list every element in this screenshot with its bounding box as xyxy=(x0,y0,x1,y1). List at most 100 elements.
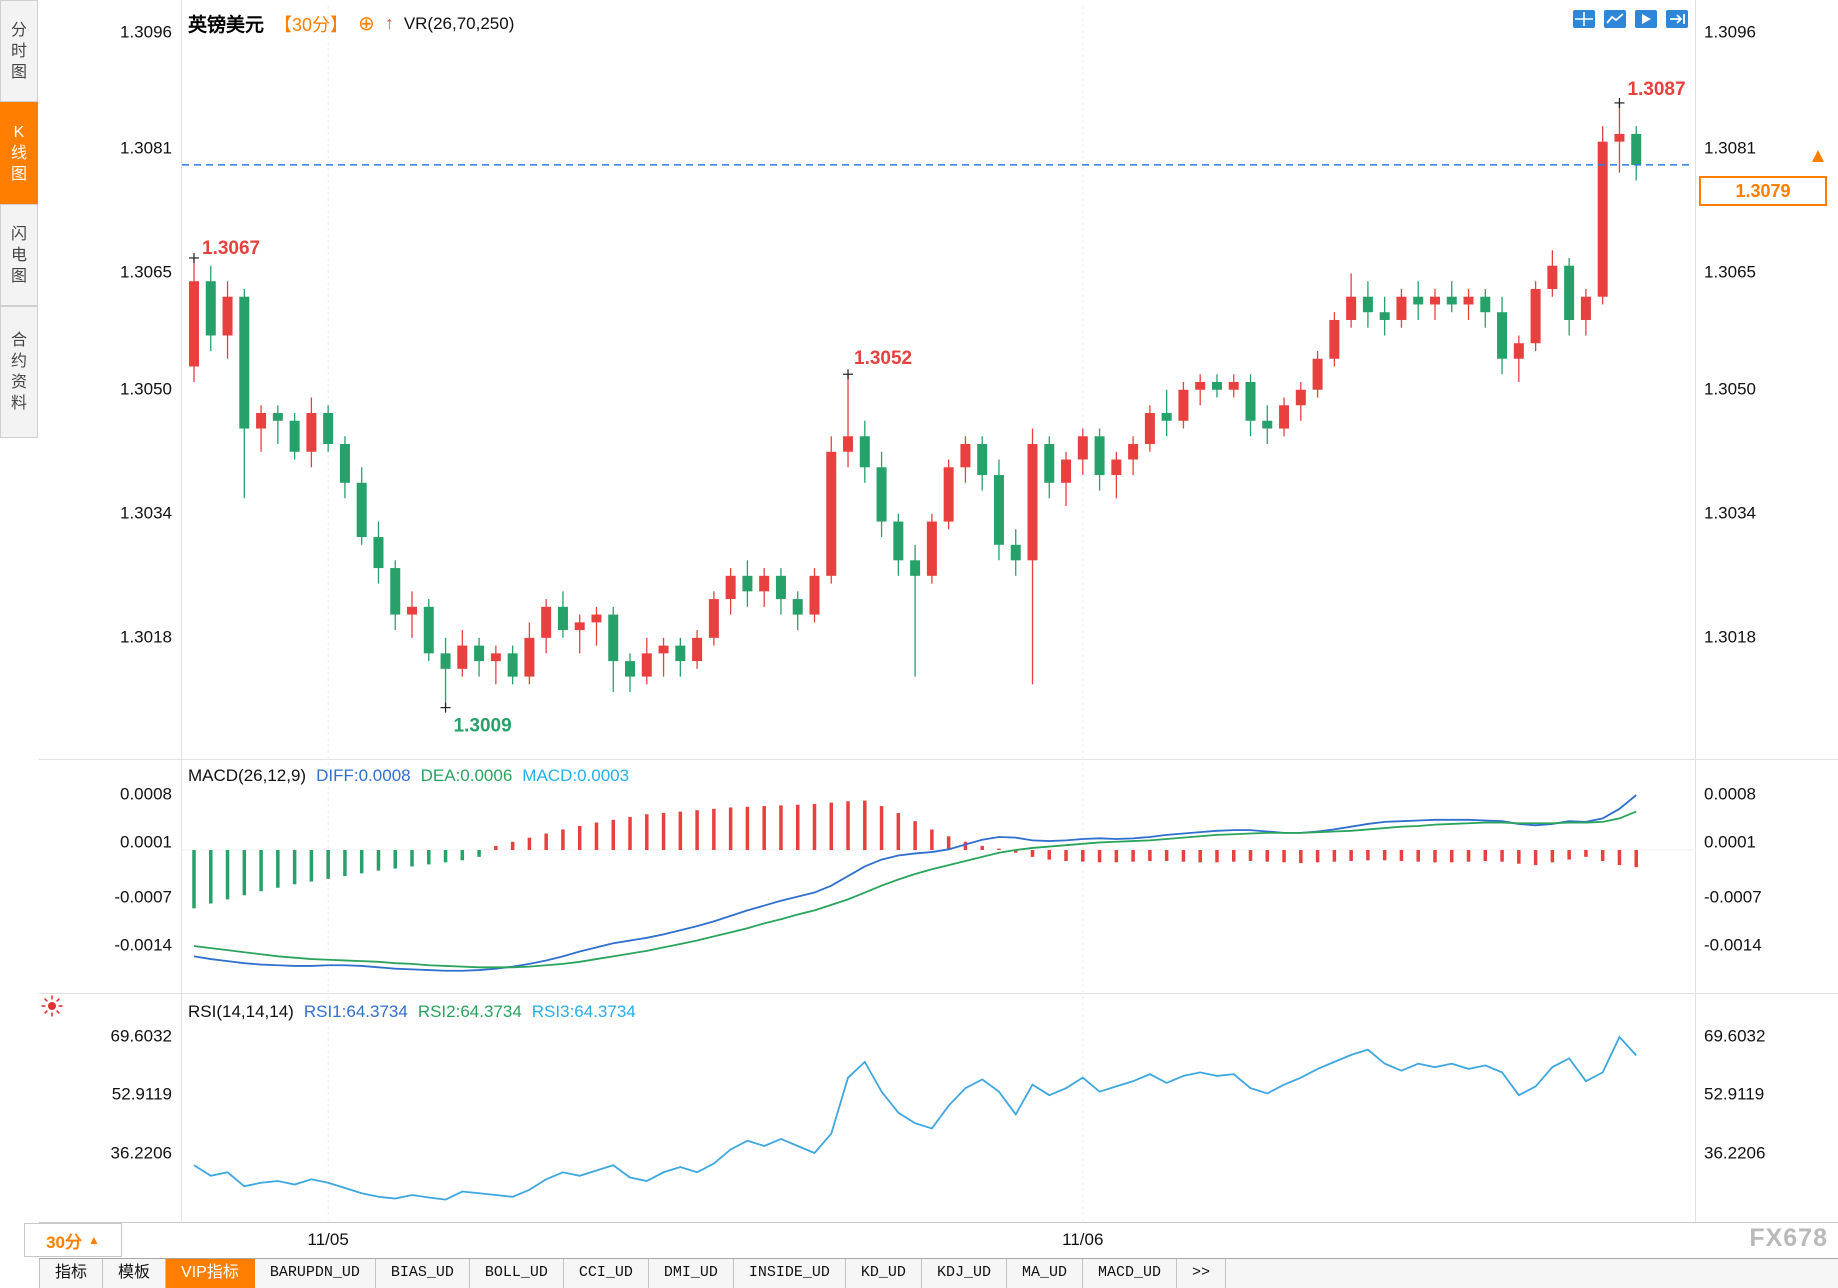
jump-latest-icon[interactable] xyxy=(1664,7,1690,31)
bottom-tab-1[interactable]: 指标 xyxy=(39,1259,104,1288)
candle xyxy=(1061,459,1072,483)
rsi-tick-label: 36.2206 xyxy=(1704,1143,1766,1163)
candle xyxy=(742,575,753,592)
fx678-watermark: FX678 xyxy=(1749,1224,1828,1252)
bottom-tab-4[interactable]: BARUPDN_UD xyxy=(255,1259,376,1288)
macd-bar xyxy=(1466,850,1471,862)
macd-bar xyxy=(1584,850,1588,857)
price-tick-label: 1.3018 xyxy=(120,627,172,647)
period-tag[interactable]: 【30分】 xyxy=(274,14,349,35)
macd-title[interactable]: MACD(26,12,9) xyxy=(188,766,307,785)
macd-bar xyxy=(393,850,397,869)
macd-bar xyxy=(1248,850,1253,861)
rsi-title[interactable]: RSI(14,14,14) xyxy=(188,1002,294,1021)
bottom-tab-8[interactable]: DMI_UD xyxy=(649,1259,734,1288)
macd-bar xyxy=(561,829,565,850)
macd-bar xyxy=(1231,850,1236,862)
candle xyxy=(423,606,434,654)
price-annotation: 1.3009 xyxy=(454,716,512,737)
candlestick-chart[interactable]: 1.3067 1.3009 1.3052 1.3087 xyxy=(182,6,1694,758)
candle xyxy=(1245,382,1256,421)
macd-bar xyxy=(762,806,766,850)
bottom-tab-11[interactable]: KDJ_UD xyxy=(922,1259,1007,1288)
candle xyxy=(708,599,719,638)
macd-bar xyxy=(1215,850,1219,863)
timeframe-arrow-icon: ▲ xyxy=(88,1233,100,1247)
bottom-tab-12[interactable]: MA_UD xyxy=(1007,1259,1083,1288)
candle xyxy=(1312,358,1323,390)
candle xyxy=(1614,133,1625,142)
candle xyxy=(809,575,820,615)
macd-bar xyxy=(192,850,196,909)
candle xyxy=(692,637,703,662)
price-marker-icon[interactable] xyxy=(1812,150,1824,162)
macd-panel[interactable] xyxy=(182,762,1694,992)
candle xyxy=(675,645,686,662)
vr-indicator-label[interactable]: VR(26,70,250) xyxy=(403,13,515,33)
candle xyxy=(1077,436,1088,460)
candle xyxy=(1279,405,1290,429)
symbol-name[interactable]: 英镑美元 xyxy=(188,15,265,36)
line-chart-window-icon[interactable] xyxy=(1602,7,1628,31)
macd-bar xyxy=(292,850,297,885)
candle xyxy=(993,475,1004,545)
bottom-tab-3[interactable]: VIP指标 xyxy=(166,1259,255,1288)
macd-tick-label: 0.0001 xyxy=(1704,832,1756,852)
macd-bar xyxy=(1416,850,1420,862)
sidebar-tab-4[interactable]: 合约资料 xyxy=(0,306,38,438)
timeframe-selector[interactable]: 30分 ▲ xyxy=(24,1223,122,1257)
candle xyxy=(407,606,418,615)
bottom-tab-2[interactable]: 模板 xyxy=(103,1259,167,1288)
bottom-tab-5[interactable]: BIAS_UD xyxy=(376,1259,470,1288)
kline-window-icon[interactable] xyxy=(1633,7,1659,31)
macd-bar xyxy=(1550,850,1555,863)
macd-diff-value: DIFF:0.0008 xyxy=(316,766,411,785)
overlay-add-icon[interactable]: ⊕ xyxy=(358,12,375,35)
bottom-tab-9[interactable]: INSIDE_UD xyxy=(734,1259,846,1288)
macd-bar xyxy=(460,850,465,861)
price-tick-label: 1.3096 xyxy=(120,22,172,42)
macd-bar xyxy=(1399,850,1404,861)
candle xyxy=(1379,312,1390,320)
candle xyxy=(1329,319,1340,359)
bottom-tab-7[interactable]: CCI_UD xyxy=(564,1259,649,1288)
candle xyxy=(1228,382,1239,390)
candle xyxy=(1396,296,1407,320)
macd-bar xyxy=(712,808,716,850)
rsi-tick-label: 36.2206 xyxy=(110,1143,172,1163)
bottom-tab-6[interactable]: BOLL_UD xyxy=(470,1259,564,1288)
bottom-tab-13[interactable]: MACD_UD xyxy=(1083,1259,1177,1288)
sidebar-tab-3[interactable]: 闪电图 xyxy=(0,204,38,306)
bottom-tab-14[interactable]: >> xyxy=(1177,1259,1226,1288)
chart-layout-toolbar xyxy=(1571,7,1690,31)
macd-bar xyxy=(1097,850,1102,863)
candle xyxy=(775,575,786,600)
candle xyxy=(843,436,854,452)
candle xyxy=(189,281,199,367)
candle xyxy=(591,614,602,623)
macd-bar xyxy=(645,814,649,850)
candle xyxy=(1144,413,1155,445)
candle xyxy=(474,645,485,662)
sidebar-tab-1[interactable]: 分时图 xyxy=(0,0,38,102)
macd-bar xyxy=(1131,850,1135,862)
macd-bar xyxy=(276,850,280,888)
macd-bar xyxy=(1030,850,1035,857)
rsi-panel[interactable] xyxy=(182,996,1694,1222)
candle xyxy=(222,296,233,336)
bottom-tab-10[interactable]: KD_UD xyxy=(846,1259,922,1288)
candle xyxy=(239,296,250,429)
candle xyxy=(541,606,552,638)
candle xyxy=(1010,544,1021,561)
grid-layout-icon[interactable] xyxy=(1571,7,1597,31)
macd-bar xyxy=(577,825,582,850)
candle xyxy=(1178,389,1189,421)
macd-bar xyxy=(1299,850,1303,864)
date-label: 11/05 xyxy=(307,1230,349,1249)
rsi-tick-label: 69.6032 xyxy=(1704,1026,1766,1046)
macd-bar xyxy=(359,850,364,874)
macd-bar xyxy=(494,845,498,850)
macd-bar xyxy=(510,841,515,850)
